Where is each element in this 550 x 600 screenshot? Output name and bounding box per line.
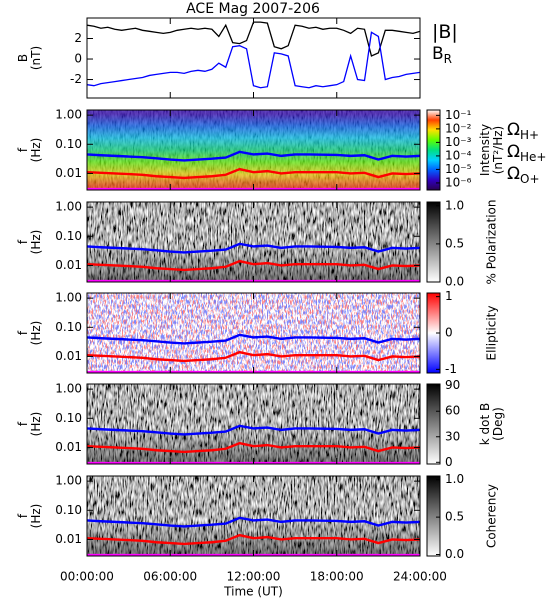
y-tick-label: 1.00 <box>55 382 82 396</box>
spectrogram-texture <box>87 110 420 190</box>
legend-name: Ω <box>507 120 520 140</box>
y-axis-label: (Hz) <box>29 321 43 346</box>
spectrogram-shade <box>87 476 420 556</box>
colorbar-tick-label: 0.0 <box>445 547 464 561</box>
colorbar-label: Intensity <box>478 124 492 176</box>
series-line <box>87 350 420 363</box>
y-axis-label: (Hz) <box>29 230 43 255</box>
colorbar-tick-label: 10⁻² <box>445 121 472 135</box>
y-tick-label: 0.10 <box>55 229 82 243</box>
y-axis-label: (Hz) <box>29 504 43 529</box>
colorbar <box>426 201 441 283</box>
spectrogram-shade <box>87 202 420 282</box>
y-axis-label: f <box>16 513 30 518</box>
series-line <box>87 242 420 254</box>
series-line <box>87 533 420 546</box>
y-axis-label: f <box>16 421 30 426</box>
colorbar-tick-label: 10⁻⁶ <box>445 175 472 189</box>
x-axis-label: Time (UT) <box>223 585 283 599</box>
legend-subscript: O+ <box>520 172 540 186</box>
y-tick-label: 0.10 <box>55 411 82 425</box>
colorbar-tick-label: 1.0 <box>445 472 464 486</box>
x-tick-label: 24:00:00 <box>393 570 447 584</box>
legend-label: ΩO+ <box>507 164 540 186</box>
y-tick-label: -2 <box>70 72 82 86</box>
colorbar-tick-label: 0.5 <box>445 236 464 250</box>
y-tick-label: 0.01 <box>55 258 82 272</box>
legend-name: B <box>432 44 444 64</box>
colorbar-tick-label: 1 <box>445 289 453 303</box>
colorbar-label: Coherency <box>485 484 499 548</box>
colorbar-tick-label: -1 <box>445 362 457 376</box>
y-tick-label: 0.10 <box>55 320 82 334</box>
colorbar <box>426 109 441 191</box>
y-tick-label: 0.10 <box>55 503 82 517</box>
y-axis-label: f <box>16 239 30 244</box>
colorbar-tick-label: 0.0 <box>445 275 464 289</box>
x-tick-label: 06:00:00 <box>143 570 197 584</box>
colorbar-tick-label: 0 <box>445 455 453 469</box>
series-line <box>87 167 420 180</box>
legend-name: Ω <box>507 164 520 184</box>
colorbar-tick-label: 0.5 <box>445 510 464 524</box>
series-line <box>87 333 420 345</box>
series-line <box>87 259 420 272</box>
y-axis-label: (nT) <box>29 46 43 70</box>
y-tick-label: 1.00 <box>55 200 82 214</box>
colorbar-tick-label: 30 <box>445 429 460 443</box>
legend-label: ΩH+ <box>507 120 539 142</box>
colorbar-label: (nT²/Hz) <box>491 126 505 174</box>
colorbar-tick-label: 1.0 <box>445 198 464 212</box>
legend-label: ΩHe+ <box>507 142 546 164</box>
y-axis-label: (Hz) <box>29 412 43 437</box>
colorbar-tick-label: 10⁻³ <box>445 135 472 149</box>
x-tick-label: 18:00:00 <box>310 570 364 584</box>
y-tick-label: 0.01 <box>55 532 82 546</box>
x-tick-label: 00:00:00 <box>60 570 114 584</box>
y-tick-label: 1.00 <box>55 108 82 122</box>
colorbar-label: % Polarization <box>485 200 499 285</box>
legend-name: |B| <box>432 21 458 43</box>
y-tick-label: 0.01 <box>55 349 82 363</box>
colorbar-label: (Deg) <box>491 407 505 441</box>
x-tick-label: 12:00:00 <box>227 570 281 584</box>
colorbar <box>426 475 441 557</box>
series-line <box>87 516 420 528</box>
legend-label: BR <box>432 44 452 66</box>
legend-subscript: He+ <box>520 150 546 164</box>
legend-label: |B| <box>432 21 458 43</box>
colorbar-label: Ellipticity <box>485 306 499 361</box>
y-tick-label: 0.01 <box>55 440 82 454</box>
series-line <box>87 150 420 162</box>
y-tick-label: 0.01 <box>55 166 82 180</box>
colorbar-tick-label: 10⁻⁴ <box>445 148 472 162</box>
colorbar-tick-label: 10⁻¹ <box>445 108 472 122</box>
y-axis-label: f <box>16 330 30 335</box>
series-line <box>87 31 420 89</box>
legend-subscript: R <box>444 52 452 66</box>
colorbar-tick-label: 90 <box>445 378 460 392</box>
chart-title: ACE Mag 2007-206 <box>186 1 320 17</box>
colorbar-tick-label: 10⁻⁵ <box>445 162 472 176</box>
spectrogram-texture <box>87 293 420 373</box>
colorbar-tick-label: 0 <box>445 326 453 340</box>
y-tick-label: 2 <box>74 31 82 45</box>
y-tick-label: 0 <box>74 52 82 66</box>
series-line <box>87 424 420 436</box>
colorbar-tick-label: 60 <box>445 404 460 418</box>
legend-name: Ω <box>507 142 520 162</box>
y-axis-label: f <box>16 147 30 152</box>
y-tick-label: 1.00 <box>55 291 82 305</box>
y-tick-label: 1.00 <box>55 474 82 488</box>
colorbar <box>426 383 441 465</box>
colorbar-label: k dot B <box>478 403 492 445</box>
y-axis-label: (Hz) <box>29 138 43 163</box>
series-line <box>87 441 420 454</box>
legend-subscript: H+ <box>520 128 539 142</box>
y-axis-label: B <box>16 54 30 62</box>
spectrogram-shade <box>87 384 420 464</box>
y-tick-label: 0.10 <box>55 137 82 151</box>
